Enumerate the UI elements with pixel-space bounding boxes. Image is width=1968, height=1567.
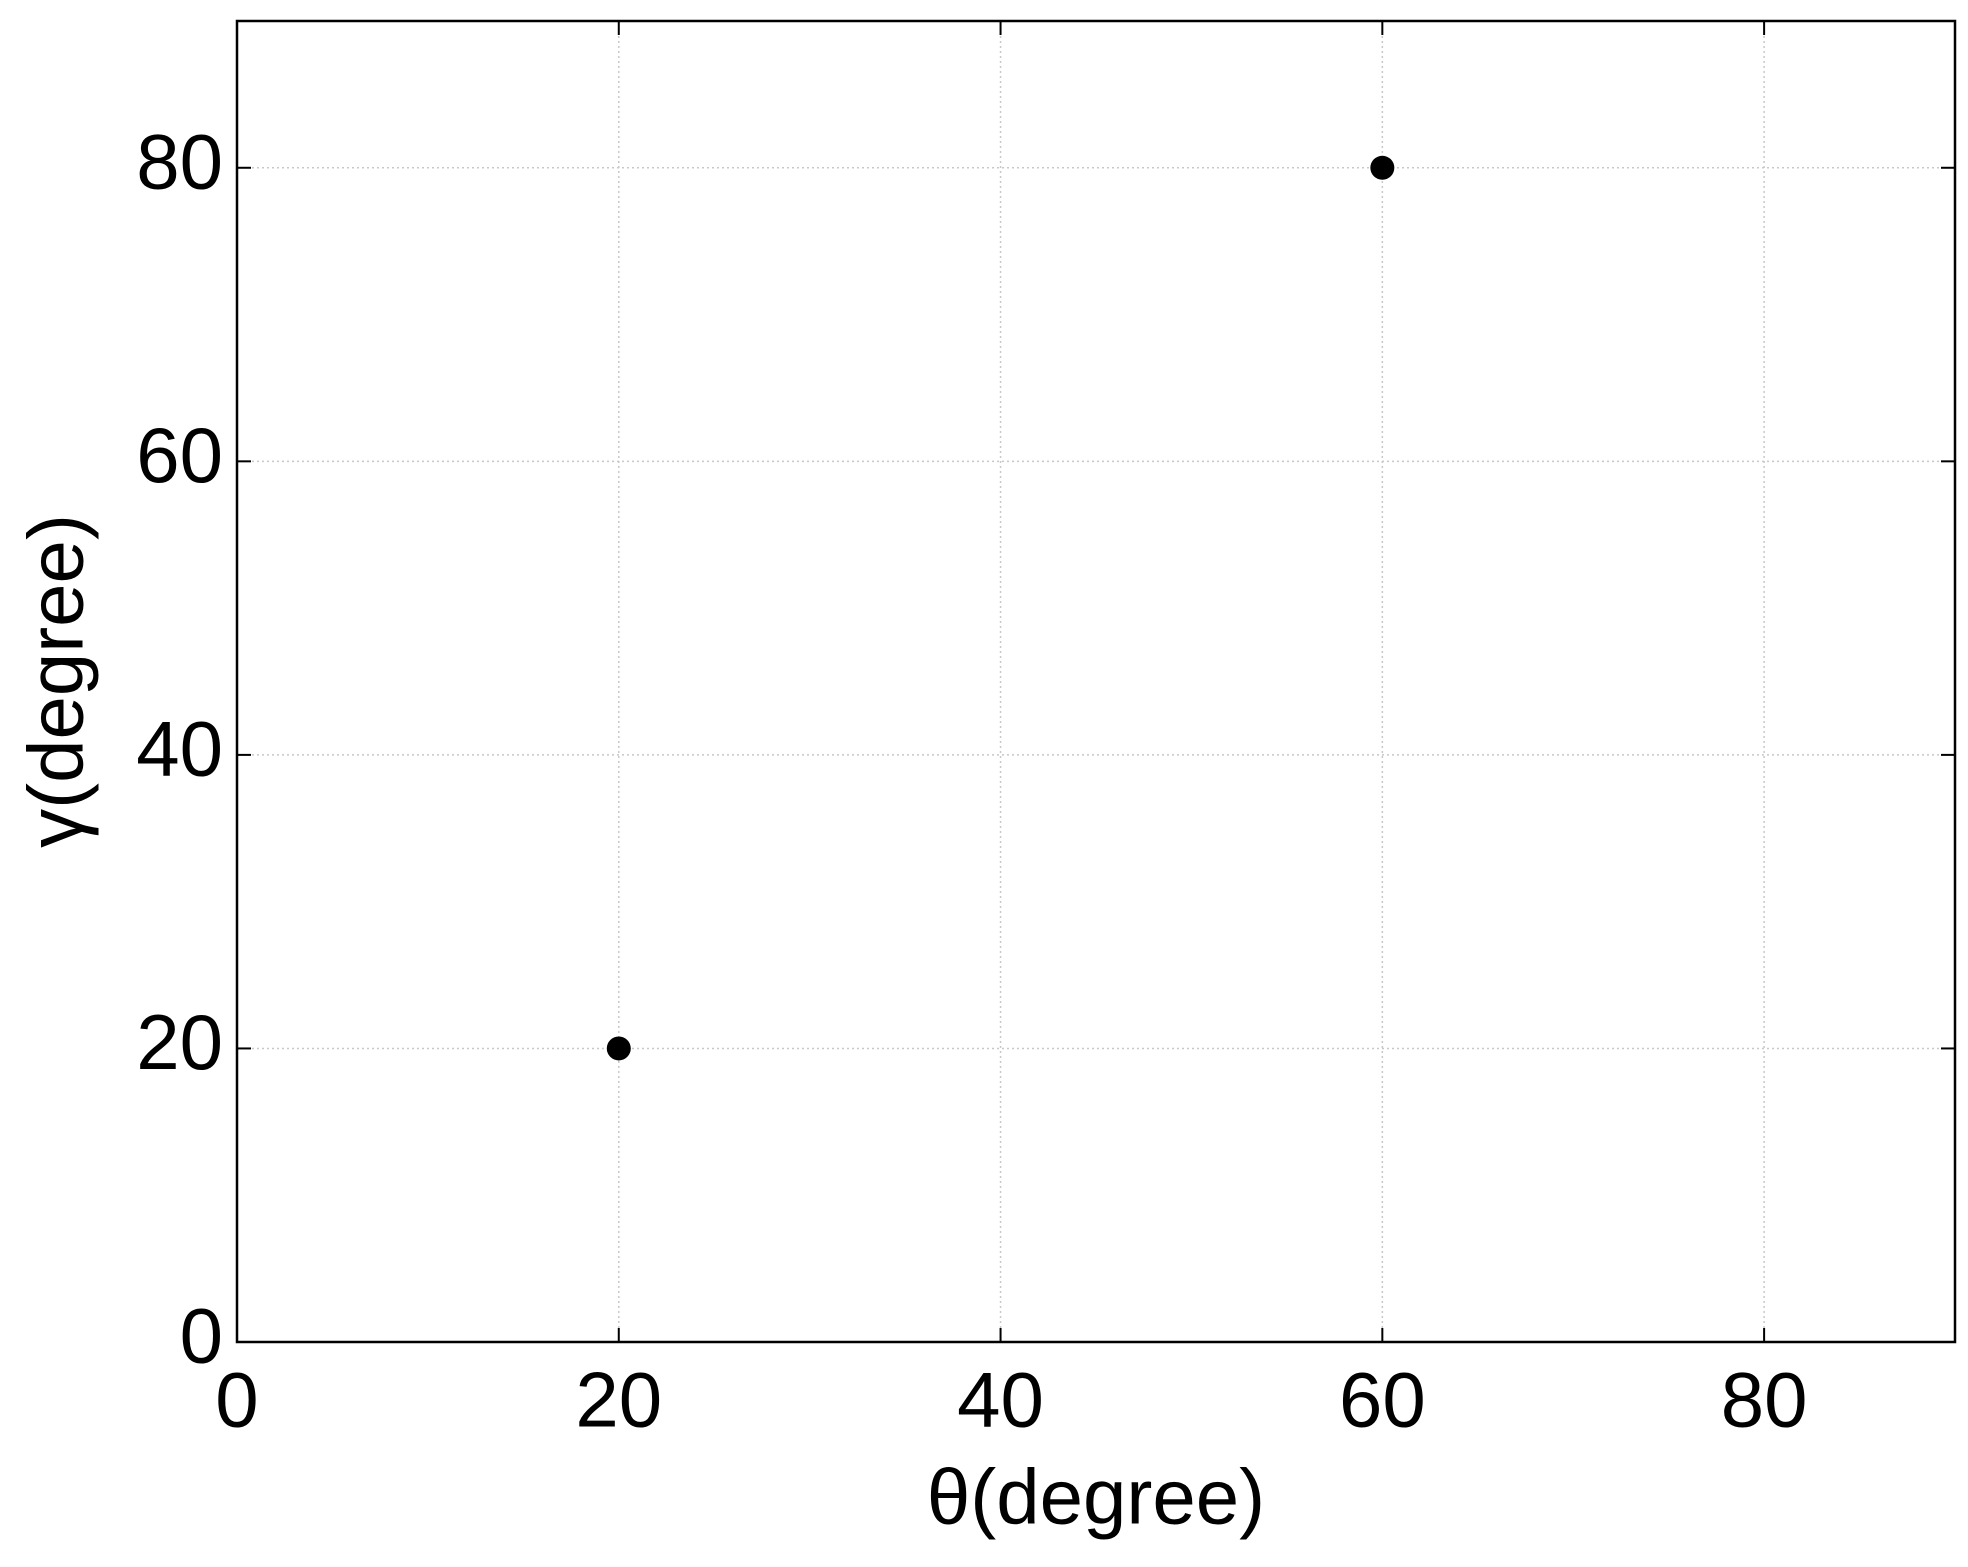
x-tick-label: 40 — [957, 1356, 1044, 1444]
y-tick-label: 20 — [136, 998, 223, 1086]
x-axis-label: θ(degree) — [927, 1453, 1265, 1541]
x-tick-label: 60 — [1339, 1356, 1426, 1444]
y-axis-label: γ(degree) — [12, 514, 100, 848]
y-tick-label: 0 — [180, 1292, 223, 1380]
x-tick-label: 80 — [1721, 1356, 1808, 1444]
x-tick-label: 0 — [215, 1356, 258, 1444]
data-point — [1370, 155, 1395, 180]
y-tick-label: 80 — [136, 117, 223, 205]
x-tick-label: 20 — [575, 1356, 662, 1444]
y-tick-label: 60 — [136, 411, 223, 499]
y-tick-label: 40 — [136, 704, 223, 792]
data-point — [606, 1036, 631, 1061]
plot-frame — [235, 19, 1957, 1344]
